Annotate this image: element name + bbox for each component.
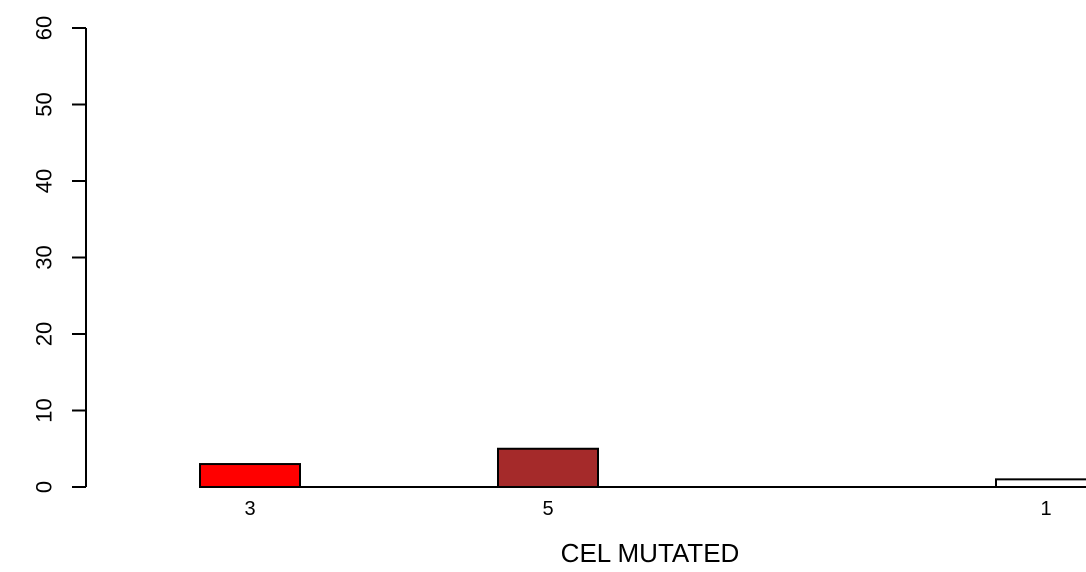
x-tick-label: 3 [244,498,255,520]
y-tick-label: 50 [32,92,57,116]
y-tick-label: 0 [32,481,57,493]
y-tick-label: 20 [32,322,57,346]
x-axis-title: CEL MUTATED [561,538,740,568]
y-tick-label: 60 [32,16,57,40]
bar [199,463,301,488]
y-tick-label: 40 [32,169,57,193]
y-tick-label: 30 [32,245,57,269]
y-axis: 0 10 20 30 40 50 60 [32,16,87,493]
bar [995,478,1086,489]
bar [497,447,599,488]
x-tick-label: 5 [542,498,553,520]
x-tick-label: 1 [1040,498,1051,520]
bars [199,447,1086,489]
y-tick-label: 10 [32,398,57,422]
bar-labels: 3 5 1 [244,498,1051,520]
